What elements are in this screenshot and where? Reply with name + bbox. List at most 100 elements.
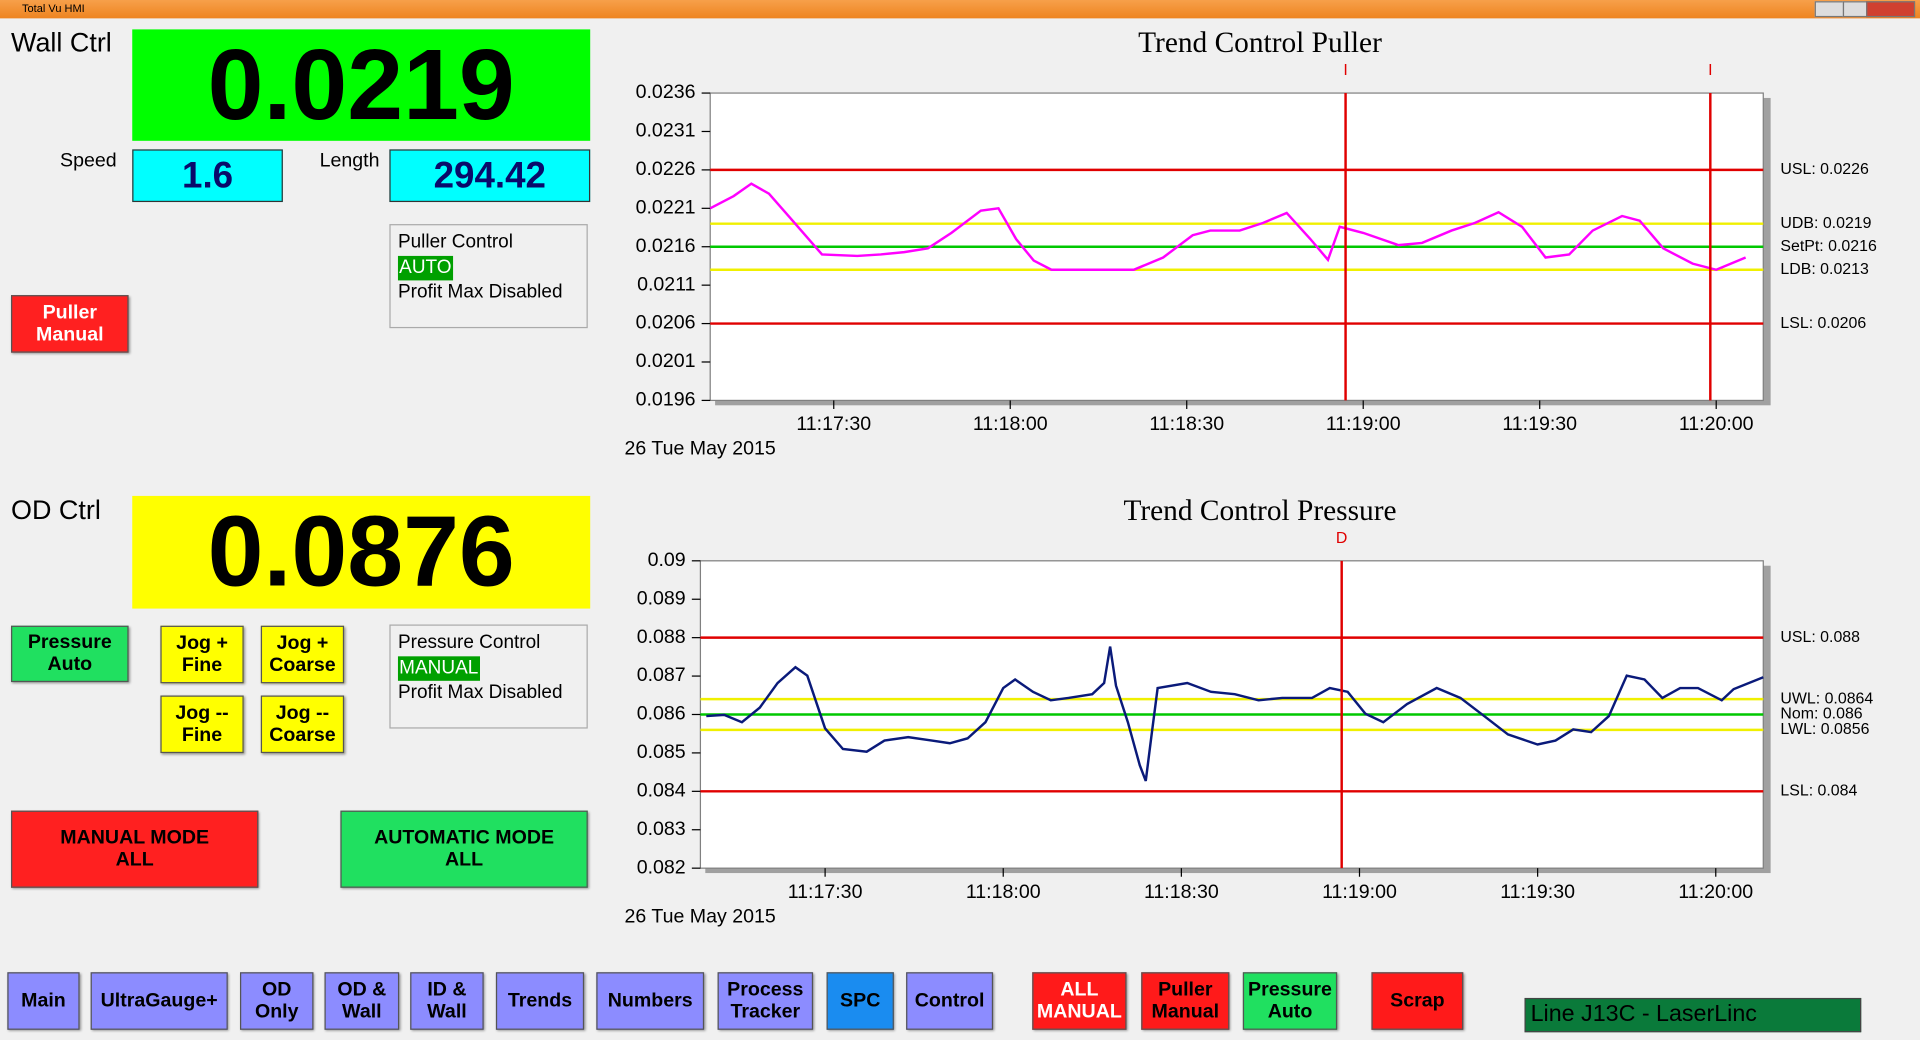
limit-label: UWL: 0.0864 [1780, 690, 1873, 707]
x-tick-label: 11:19:30 [1502, 413, 1577, 435]
wall-value: 0.0219 [132, 29, 591, 141]
x-tick-label: 11:19:00 [1322, 881, 1397, 903]
puller-status: Puller Control AUTO Profit Max Disabled [389, 224, 588, 329]
y-tick-label: 0.0211 [637, 273, 695, 295]
jog-button[interactable]: Jog -- Coarse [260, 695, 345, 754]
nav-button[interactable]: Trends [495, 972, 585, 1030]
nav-button[interactable]: Main [7, 972, 80, 1030]
button-text: Auto [1267, 1001, 1313, 1022]
jog-button[interactable]: Jog + Fine [160, 625, 244, 684]
length-label: Length [319, 150, 380, 172]
y-tick-label: 0.089 [637, 587, 686, 609]
y-tick-label: 0.084 [637, 779, 686, 801]
nav-button[interactable]: Control [906, 972, 994, 1030]
action-button[interactable]: Scrap [1371, 972, 1464, 1030]
status-title: Puller Control [397, 231, 513, 253]
action-button[interactable]: Puller Manual [1141, 972, 1230, 1030]
button-text: Manual [1151, 1001, 1220, 1022]
wall-label: Wall Ctrl [11, 26, 112, 58]
x-tick-label: 11:17:30 [788, 881, 863, 903]
x-tick-label: 11:19:00 [1326, 413, 1401, 435]
cursor-label: I [1343, 62, 1347, 79]
button-text: ALL [115, 849, 154, 871]
button-text: ALL [445, 849, 484, 871]
button-text: Auto [47, 653, 93, 675]
trend-line [706, 646, 1764, 782]
puller-manual-button[interactable]: Puller Manual [11, 295, 129, 353]
button-text: Jog + [176, 632, 228, 654]
button-text: Fine [181, 654, 223, 676]
button-text: Wall [427, 1001, 467, 1022]
button-text: AUTOMATIC MODE [374, 827, 555, 848]
x-tick-label: 11:18:30 [1149, 413, 1224, 435]
button-text: Puller [42, 301, 98, 323]
nav-button[interactable]: Process Tracker [717, 972, 814, 1030]
button-text: Trends [507, 990, 573, 1011]
status-note: Profit Max Disabled [397, 682, 563, 703]
status-note: Profit Max Disabled [397, 281, 563, 303]
y-tick-label: 0.0206 [636, 312, 696, 334]
nav-button[interactable]: OD Only [240, 972, 314, 1030]
od-label: OD Ctrl [11, 494, 101, 526]
button-text: Jog -- [175, 702, 229, 724]
nav-button[interactable]: SPC [826, 972, 894, 1030]
trend-line [709, 182, 1747, 272]
y-tick-label: 0.0221 [636, 196, 696, 218]
action-button[interactable]: ALL MANUAL [1032, 972, 1127, 1030]
button-text: OD [262, 978, 292, 1000]
limit-label: Nom: 0.086 [1780, 706, 1862, 723]
jog-button[interactable]: Jog -- Fine [160, 695, 244, 754]
button-text: Process [727, 978, 804, 1000]
length-value: 294.42 [389, 149, 591, 203]
jog-button[interactable]: Jog + Coarse [260, 625, 345, 684]
pressure-status: Pressure Control MANUAL Profit Max Disab… [389, 624, 588, 729]
y-tick-label: 0.0216 [636, 235, 696, 257]
limit-label: LDB: 0.0213 [1780, 261, 1869, 278]
line-label: Line J13C - LaserLinc [1524, 997, 1862, 1033]
button-text: Manual [36, 323, 104, 345]
nav-button[interactable]: UltraGauge+ [90, 972, 228, 1030]
button-text: MANUAL [1036, 1001, 1122, 1022]
button-text: Only [254, 1001, 299, 1022]
button-text: ALL [1060, 978, 1099, 1000]
manual-mode-all-button[interactable]: MANUAL MODE ALL [11, 810, 259, 888]
automatic-mode-all-button[interactable]: AUTOMATIC MODE ALL [340, 810, 588, 888]
button-text: SPC [840, 990, 881, 1011]
limit-label: UDB: 0.0219 [1780, 215, 1871, 232]
button-text: Numbers [607, 990, 693, 1011]
title-bar: Total Vu HMI [0, 0, 1920, 19]
close-button[interactable] [1866, 1, 1916, 18]
chart-date: 26 Tue May 2015 [624, 438, 775, 460]
od-value: 0.0876 [132, 495, 591, 609]
button-text: Coarse [269, 724, 336, 746]
y-tick-label: 0.083 [637, 818, 686, 840]
nav-button[interactable]: ID & Wall [410, 972, 484, 1030]
status-mode: MANUAL [397, 655, 480, 681]
limit-label: LSL: 0.084 [1780, 783, 1857, 800]
x-tick-label: 11:18:00 [966, 881, 1041, 903]
pressure-auto-button[interactable]: Pressure Auto [11, 625, 129, 683]
speed-label: Speed [60, 150, 117, 172]
y-tick-label: 0.0231 [636, 120, 696, 142]
button-text: Scrap [1390, 990, 1445, 1011]
nav-button[interactable]: OD & Wall [324, 972, 400, 1030]
y-tick-label: 0.0236 [636, 81, 696, 103]
y-tick-label: 0.088 [637, 626, 686, 648]
button-text: Main [21, 990, 66, 1011]
button-text: UltraGauge+ [100, 990, 218, 1011]
y-tick-label: 0.086 [637, 703, 686, 725]
limit-label: USL: 0.0226 [1780, 161, 1869, 178]
action-button[interactable]: Pressure Auto [1242, 972, 1338, 1030]
button-text: Fine [181, 724, 223, 746]
button-text: Wall [342, 1001, 382, 1022]
y-tick-label: 0.0226 [636, 158, 696, 180]
x-tick-label: 11:18:00 [973, 413, 1048, 435]
cursor-label: I [1708, 62, 1712, 79]
button-text: Tracker [730, 1001, 801, 1022]
button-text: OD & [337, 978, 387, 1000]
button-text: Puller [1158, 978, 1213, 1000]
nav-button[interactable]: Numbers [596, 972, 705, 1030]
